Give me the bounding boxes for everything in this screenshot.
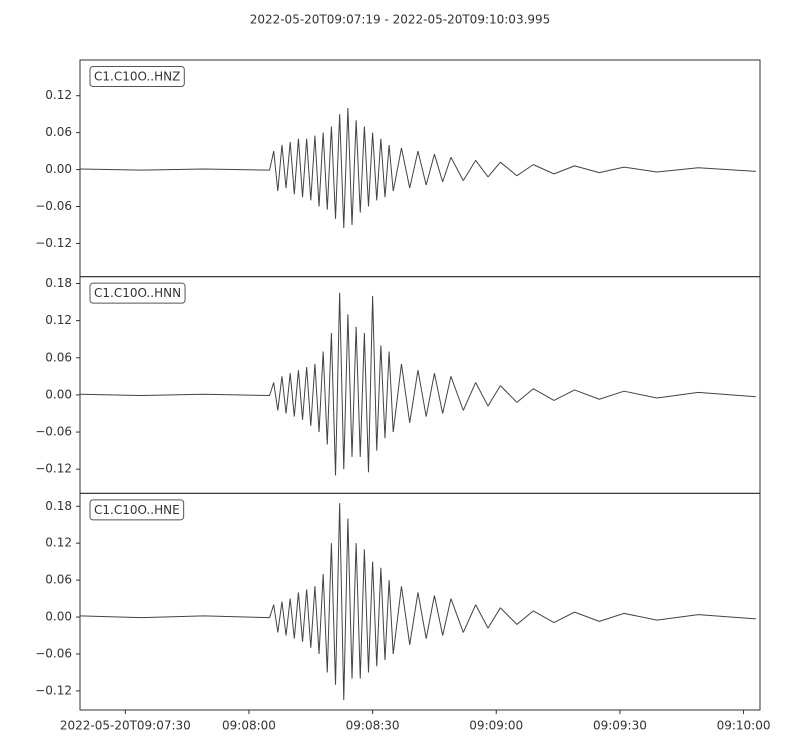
y-tick-label: 0.00 bbox=[45, 162, 72, 176]
y-tick-label: 0.00 bbox=[45, 610, 72, 624]
y-tick-label: 0.18 bbox=[45, 276, 72, 290]
y-tick-label: −0.06 bbox=[35, 646, 72, 660]
trace bbox=[79, 503, 756, 701]
trace-label: C1.C10O..HNE bbox=[94, 503, 180, 517]
panel-frame bbox=[79, 492, 761, 711]
panel-frame bbox=[79, 276, 761, 494]
y-tick-label: −0.06 bbox=[35, 199, 72, 213]
chart-title: 2022-05-20T09:07:19 - 2022-05-20T09:10:0… bbox=[250, 13, 551, 27]
x-tick-label: 09:09:00 bbox=[469, 719, 523, 733]
y-tick-label: −0.06 bbox=[35, 425, 72, 439]
trace-label-box bbox=[89, 282, 186, 304]
y-tick-label: 0.12 bbox=[45, 313, 72, 327]
x-tick-label: 09:08:00 bbox=[222, 719, 276, 733]
trace-label-box bbox=[89, 66, 185, 87]
trace-label: C1.C10O..HNZ bbox=[94, 70, 180, 84]
y-tick-label: 0.06 bbox=[45, 125, 72, 139]
trace bbox=[79, 107, 756, 229]
x-tick-label: 09:08:30 bbox=[346, 719, 400, 733]
trace bbox=[79, 292, 756, 476]
y-tick-label: 0.06 bbox=[45, 573, 72, 587]
y-tick-label: 0.00 bbox=[45, 387, 72, 401]
x-tick-label: 2022-05-20T09:07:30 bbox=[60, 719, 191, 733]
x-tick-label: 09:09:30 bbox=[593, 719, 647, 733]
panel-frame bbox=[79, 59, 761, 278]
trace-label: C1.C10O..HNN bbox=[94, 286, 181, 300]
y-tick-label: 0.12 bbox=[45, 536, 72, 550]
y-tick-label: −0.12 bbox=[35, 683, 72, 697]
y-tick-label: 0.18 bbox=[45, 499, 72, 513]
y-tick-label: 0.06 bbox=[45, 350, 72, 364]
y-tick-label: −0.12 bbox=[35, 462, 72, 476]
y-tick-label: −0.12 bbox=[35, 236, 72, 250]
trace-label-box bbox=[89, 499, 185, 521]
y-tick-label: 0.12 bbox=[45, 88, 72, 102]
x-tick-label: 09:10:00 bbox=[717, 719, 771, 733]
